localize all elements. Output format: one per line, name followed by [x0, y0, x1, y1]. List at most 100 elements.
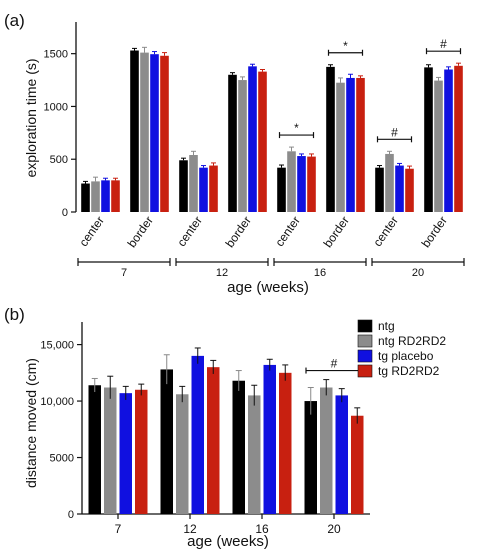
significance-mark: #	[440, 37, 447, 51]
bar-ntg_rd2rd2	[385, 153, 394, 212]
panel-b-y-axis-label: distance moved (cm)	[23, 358, 39, 488]
panel-b-x-axis-label: age (weeks)	[187, 533, 269, 550]
bar-tg_rd2rd2	[160, 55, 169, 213]
bar-ntg_rd2rd2	[140, 52, 149, 212]
panel-b-y-tick-label: 0	[68, 509, 74, 521]
bar-ntg	[130, 50, 139, 212]
legend-swatch-tg_placebo	[357, 349, 373, 363]
bar-ntg_rd2rd2	[336, 82, 345, 212]
bar-ntg_rd2rd2	[248, 395, 261, 514]
panel-a-y-tick-label: 500	[50, 154, 68, 166]
bar-ntg	[375, 167, 384, 212]
bar-tg_placebo	[191, 355, 204, 514]
category-label: center	[174, 214, 205, 249]
legend-swatch-ntg	[357, 319, 373, 333]
panel-a-significance: * * # #	[278, 37, 462, 143]
bar-tg_placebo	[263, 364, 276, 514]
bar-ntg_rd2rd2	[320, 387, 333, 514]
legend-label-tg_rd2rd2: tg RD2RD2	[378, 364, 440, 378]
panel-b-y-tick-label: 10,000	[40, 396, 74, 408]
bar-ntg	[424, 67, 433, 212]
bar-ntg	[232, 380, 245, 514]
panel-b: (b) distance moved (cm) age (weeks) 0 500…	[4, 305, 446, 550]
panel-b-x-tick-label: 16	[255, 522, 269, 536]
bar-tg_rd2rd2	[356, 77, 365, 212]
legend-label-ntg_rd2rd2: ntg RD2RD2	[378, 334, 446, 348]
panel-a-bars	[81, 46, 463, 213]
bar-ntg_rd2rd2	[238, 80, 247, 212]
significance-mark: #	[331, 357, 338, 371]
bar-tg_placebo	[297, 156, 306, 212]
bar-ntg	[81, 183, 90, 212]
panel-b-axes: 0 5000 10,000 15,000 7 12 16 20	[40, 322, 370, 536]
significance-mark: *	[294, 121, 299, 135]
significance-mark: #	[391, 125, 398, 139]
panel-b-significance: #	[305, 357, 363, 374]
bar-ntg	[277, 167, 286, 212]
bar-ntg_rd2rd2	[176, 394, 189, 514]
panel-a-x-axis-label: age (weeks)	[227, 279, 309, 296]
panel-a-age-groups: 7 12 16 20	[77, 258, 465, 279]
age-group-label: 7	[121, 267, 127, 279]
bar-tg_placebo	[335, 395, 348, 514]
bar-tg_rd2rd2	[454, 65, 463, 212]
panel-a: (a) exploration time (s) age (weeks) 0 50…	[4, 11, 465, 296]
category-label: center	[370, 214, 401, 249]
bar-tg_placebo	[150, 54, 159, 212]
panel-b-x-tick-label: 20	[327, 522, 341, 536]
age-group-label: 16	[314, 267, 326, 279]
bar-tg_placebo	[444, 69, 453, 212]
bar-tg_rd2rd2	[209, 165, 218, 212]
bar-ntg	[160, 369, 173, 514]
bar-tg_placebo	[395, 165, 404, 212]
bar-tg_rd2rd2	[351, 415, 364, 514]
category-label: center	[272, 214, 303, 249]
bar-tg_rd2rd2	[135, 389, 148, 514]
legend-label-ntg: ntg	[378, 319, 395, 333]
panel-b-x-tick-label: 7	[115, 522, 122, 536]
bar-tg_placebo	[346, 77, 355, 212]
panel-a-y-tick-label: 1500	[44, 49, 68, 61]
bar-tg_placebo	[199, 167, 208, 212]
panel-a-y-tick-label: 0	[62, 207, 68, 219]
legend-swatch-ntg_rd2rd2	[357, 334, 373, 348]
bar-ntg_rd2rd2	[189, 155, 198, 212]
bar-ntg	[88, 385, 101, 514]
panel-a-y-tick-label: 1000	[44, 101, 68, 113]
category-label: border	[223, 214, 254, 250]
legend-label-tg_placebo: tg placebo	[378, 349, 434, 363]
bar-ntg	[179, 160, 188, 212]
bar-ntg_rd2rd2	[287, 151, 296, 212]
panel-a-label: (a)	[4, 11, 25, 30]
panel-a-category-labels: center border center border center border cent…	[76, 214, 450, 250]
category-label: center	[76, 214, 107, 249]
bar-tg_placebo	[119, 393, 132, 514]
age-group-label: 20	[412, 267, 424, 279]
bar-tg_rd2rd2	[258, 71, 267, 212]
panel-b-label: (b)	[4, 305, 25, 324]
panel-a-y-axis-label: exploration time (s)	[23, 58, 39, 177]
category-label: border	[321, 214, 352, 250]
panel-a-axes: 0 500 1000 1500	[44, 22, 77, 219]
bar-ntg_rd2rd2	[434, 80, 443, 212]
bar-tg_rd2rd2	[279, 372, 292, 514]
bar-tg_placebo	[101, 180, 110, 212]
panel-b-y-tick-label: 15,000	[40, 340, 74, 352]
bar-ntg_rd2rd2	[91, 181, 100, 212]
panel-b-x-tick-label: 12	[183, 522, 197, 536]
category-label: border	[419, 214, 450, 250]
bar-tg_rd2rd2	[207, 367, 220, 514]
bar-tg_rd2rd2	[307, 156, 316, 212]
bar-ntg_rd2rd2	[104, 387, 117, 514]
panel-b-bars	[88, 347, 364, 514]
legend-swatch-tg_rd2rd2	[357, 364, 373, 378]
bar-ntg	[326, 66, 335, 212]
bar-tg_rd2rd2	[405, 168, 414, 212]
bar-ntg	[228, 74, 237, 213]
bar-ntg	[304, 401, 317, 514]
significance-mark: *	[343, 39, 348, 53]
panel-b-y-tick-label: 5000	[50, 453, 74, 465]
age-group-label: 12	[216, 267, 228, 279]
